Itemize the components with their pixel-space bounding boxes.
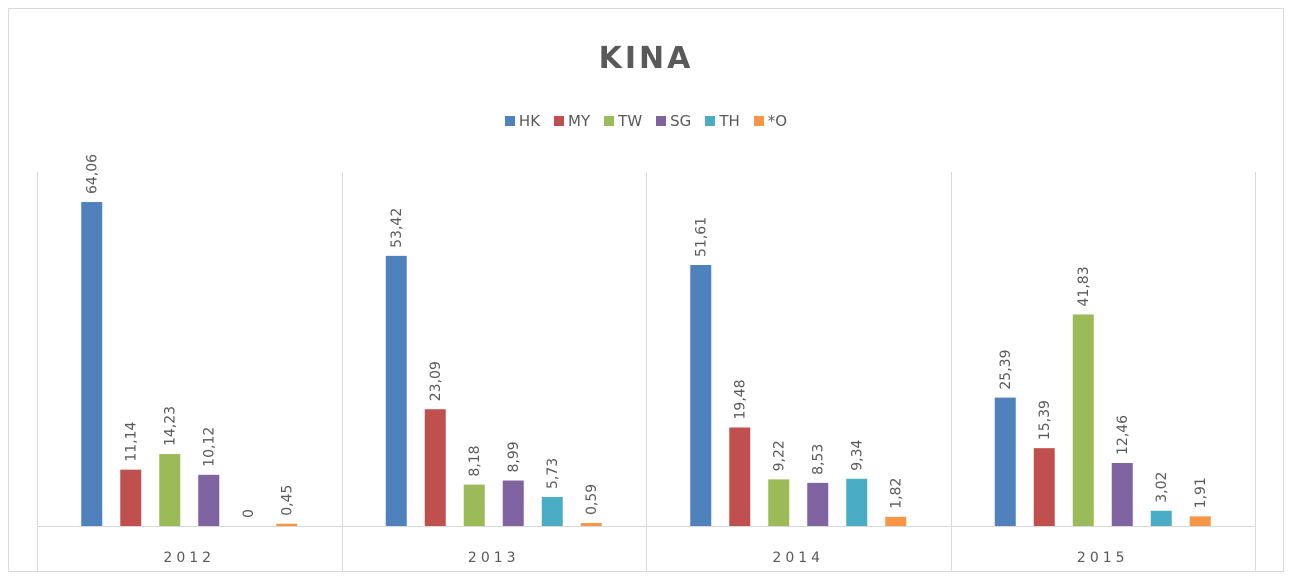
data-label: 0,59 [584, 484, 600, 515]
data-label: 0,45 [280, 485, 296, 516]
data-label: 9,34 [850, 440, 866, 471]
data-label: 25,39 [998, 350, 1014, 390]
legend-swatch [705, 116, 716, 126]
data-label: 19,48 [733, 379, 749, 419]
bar [120, 469, 142, 526]
bar [729, 427, 751, 526]
legend-label: *O [767, 112, 788, 130]
data-label: 11,14 [124, 421, 140, 461]
data-label: 15,39 [1037, 400, 1053, 440]
bar [502, 480, 524, 526]
legend-swatch [554, 116, 565, 126]
bar [1189, 516, 1211, 526]
legend-item: TW [604, 112, 642, 130]
data-label: 5,73 [545, 458, 561, 489]
data-label: 53,42 [389, 208, 405, 248]
data-label: 12,46 [1115, 415, 1131, 455]
bar [463, 484, 485, 526]
x-tick-label: 2013 [468, 550, 520, 566]
bar [424, 409, 446, 526]
bar [1072, 314, 1094, 526]
bar [81, 202, 103, 526]
legend-label: TW [618, 112, 643, 130]
bar [994, 397, 1016, 526]
legend-swatch [753, 116, 764, 126]
legend-item: SG [656, 112, 691, 130]
bar [159, 454, 181, 526]
x-tick-label: 2015 [1077, 550, 1129, 566]
bar [1033, 448, 1055, 526]
legend-label: SG [670, 112, 692, 130]
bar [580, 523, 602, 526]
chart-title: KINA [599, 41, 694, 76]
data-label: 8,53 [811, 444, 827, 475]
data-label: 8,18 [467, 445, 483, 476]
x-tick-label: 2014 [772, 550, 824, 566]
legend-label: TH [719, 112, 740, 130]
data-label: 3,02 [1154, 472, 1170, 503]
data-label: 23,09 [428, 361, 444, 401]
data-label: 64,06 [85, 154, 101, 194]
legend-label: MY [568, 112, 591, 130]
legend-item: TH [705, 112, 740, 130]
bar [846, 478, 868, 526]
bar [1111, 462, 1133, 526]
bar [198, 474, 220, 526]
data-label: 8,99 [506, 441, 522, 472]
legend-swatch [504, 116, 515, 126]
legend-swatch [604, 116, 615, 126]
bar [276, 523, 298, 526]
data-label: 10,12 [202, 427, 218, 467]
data-label: 51,61 [694, 217, 710, 257]
bar [807, 482, 829, 526]
legend-item: HK [504, 112, 541, 130]
bar [690, 265, 712, 526]
legend: HK MY TW SG TH *O [0, 112, 1292, 130]
data-label: 1,91 [1193, 477, 1209, 508]
bar [885, 516, 907, 526]
legend-swatch [656, 116, 667, 126]
data-label: 9,22 [772, 440, 788, 471]
bar [1150, 510, 1172, 526]
legend-item: *O [753, 112, 788, 130]
data-label: 14,23 [163, 406, 179, 446]
data-label: 0 [241, 509, 257, 518]
legend-label: HK [518, 112, 541, 130]
data-label: 1,82 [889, 478, 905, 509]
legend-item: MY [554, 112, 590, 130]
bar [385, 255, 407, 527]
bar [541, 497, 563, 526]
x-tick-label: 2012 [163, 550, 215, 566]
data-label: 41,83 [1076, 266, 1092, 306]
bar [768, 479, 790, 526]
